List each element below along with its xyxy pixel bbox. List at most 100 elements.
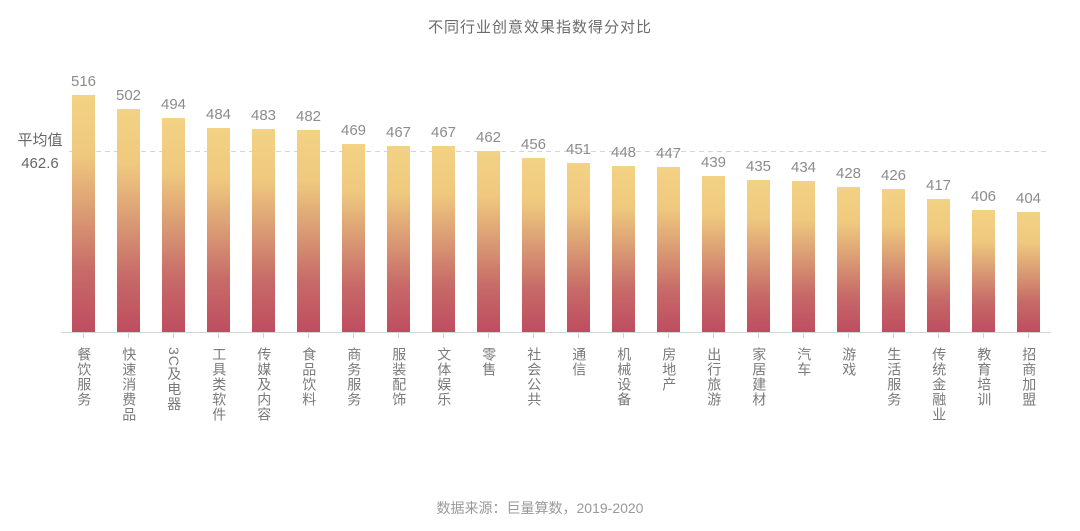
category-label: 汽车 xyxy=(796,347,813,377)
axis-tick xyxy=(353,333,354,338)
category-slot: 商务服务 xyxy=(331,333,376,407)
bar-slot: 435 xyxy=(736,158,781,332)
bar xyxy=(657,167,680,332)
axis-tick xyxy=(983,333,984,338)
category-label: 教育培训 xyxy=(976,347,993,407)
axis-tick xyxy=(443,333,444,338)
bar xyxy=(117,109,140,332)
bar-value-label: 467 xyxy=(430,124,457,142)
bar xyxy=(297,130,320,332)
axis-tick xyxy=(848,333,849,338)
axis-tick xyxy=(488,333,489,338)
bar xyxy=(477,151,500,332)
category-label: 通信 xyxy=(571,347,588,377)
bar-slot: 456 xyxy=(511,136,556,332)
axis-tick xyxy=(713,333,714,338)
axis-tick xyxy=(398,333,399,338)
axis-tick xyxy=(578,333,579,338)
bar-value-label: 482 xyxy=(295,108,322,126)
bar-value-label: 469 xyxy=(340,122,367,139)
category-slot: 传媒及内容 xyxy=(241,333,286,422)
bar xyxy=(612,166,635,332)
category-slot: 游戏 xyxy=(826,333,871,377)
bar-slot: 417 xyxy=(916,177,961,332)
bar-value-label: 451 xyxy=(565,141,592,158)
bar xyxy=(567,163,590,332)
bar-value-label: 417 xyxy=(925,176,952,194)
bar-slot: 484 xyxy=(196,106,241,332)
category-label: 餐饮服务 xyxy=(76,347,93,407)
bar-slot: 406 xyxy=(961,188,1006,332)
bar-value-label: 483 xyxy=(250,107,277,125)
bar xyxy=(972,210,995,332)
average-value: 462.6 xyxy=(21,154,59,172)
category-label: 游戏 xyxy=(841,347,858,377)
bar-slot: 404 xyxy=(1006,190,1051,332)
axis-tick xyxy=(938,333,939,338)
category-slot: 传统金融业 xyxy=(916,333,961,422)
bar-slot: 447 xyxy=(646,145,691,332)
bar-value-label: 426 xyxy=(880,167,907,185)
category-label: 出行旅游 xyxy=(706,347,723,407)
bar xyxy=(387,146,410,332)
category-slot: 出行旅游 xyxy=(691,333,736,407)
bar-value-label: 439 xyxy=(700,153,727,171)
axis-tick xyxy=(263,333,264,338)
bar-value-label: 516 xyxy=(70,72,97,90)
category-slot: 餐饮服务 xyxy=(61,333,106,407)
category-slot: 房地产 xyxy=(646,333,691,392)
category-label: 快速消费品 xyxy=(121,347,138,422)
axis-tick xyxy=(1028,333,1029,338)
chart-title: 不同行业创意效果指数得分对比 xyxy=(427,19,652,36)
category-slot: 招商加盟 xyxy=(1006,333,1051,407)
bar xyxy=(792,180,815,332)
bar-slot: 428 xyxy=(826,165,871,332)
data-source-note: 数据来源：巨量算数，2019-2020 xyxy=(436,500,644,516)
bar-slot: 439 xyxy=(691,153,736,332)
category-label: 家居建材 xyxy=(751,347,768,407)
axis-tick xyxy=(668,333,669,338)
category-label: 文体娱乐 xyxy=(436,347,453,407)
bar-slot: 467 xyxy=(421,124,466,332)
bar-slot: 462 xyxy=(466,129,511,332)
bar-slot: 426 xyxy=(871,167,916,332)
bar-slot: 448 xyxy=(601,144,646,332)
bar-value-label: 456 xyxy=(520,135,547,153)
axis-tick xyxy=(533,333,534,338)
bar-value-label: 428 xyxy=(835,165,862,183)
bar xyxy=(1017,212,1040,332)
bar-value-label: 435 xyxy=(745,157,772,175)
average-label: 平均值 462.6 xyxy=(11,130,69,175)
axis-tick xyxy=(308,333,309,338)
category-slot: 食品饮料 xyxy=(286,333,331,407)
category-label: 传媒及内容 xyxy=(256,347,273,422)
average-line xyxy=(69,150,1049,152)
category-slot: 通信 xyxy=(556,333,601,377)
bar xyxy=(72,94,95,332)
category-slot: 快速消费品 xyxy=(106,333,151,422)
bar-value-label: 404 xyxy=(1015,190,1042,208)
bar-value-label: 494 xyxy=(160,95,187,113)
bar-slot: 516 xyxy=(61,73,106,332)
category-label: 机械设备 xyxy=(616,347,633,407)
category-slot: 教育培训 xyxy=(961,333,1006,407)
category-label: 工具类软件 xyxy=(211,347,228,422)
category-label: 社会公共 xyxy=(526,347,543,407)
bar-value-label: 462 xyxy=(475,129,502,147)
category-slot: 零售 xyxy=(466,333,511,377)
axis-tick xyxy=(758,333,759,338)
bar-value-label: 434 xyxy=(790,158,817,176)
category-slot: 文体娱乐 xyxy=(421,333,466,407)
axis-tick xyxy=(893,333,894,338)
bar xyxy=(342,144,365,332)
category-slot: 3C及电器 xyxy=(151,333,196,412)
bar-slot: 451 xyxy=(556,141,601,332)
category-slot: 汽车 xyxy=(781,333,826,377)
bar-slot: 502 xyxy=(106,87,151,332)
bars-container: 516 502 494 484 483 482 469 467 467 462 456 451 448 4… xyxy=(61,73,1051,332)
bar-slot: 494 xyxy=(151,96,196,332)
bar-slot: 467 xyxy=(376,124,421,332)
x-axis-labels: 餐饮服务 快速消费品 3C及电器 工具类软件 传媒及内容 食品饮料 商务服务 服装配饰 文体娱乐… xyxy=(61,333,1051,422)
bar-slot: 483 xyxy=(241,107,286,332)
